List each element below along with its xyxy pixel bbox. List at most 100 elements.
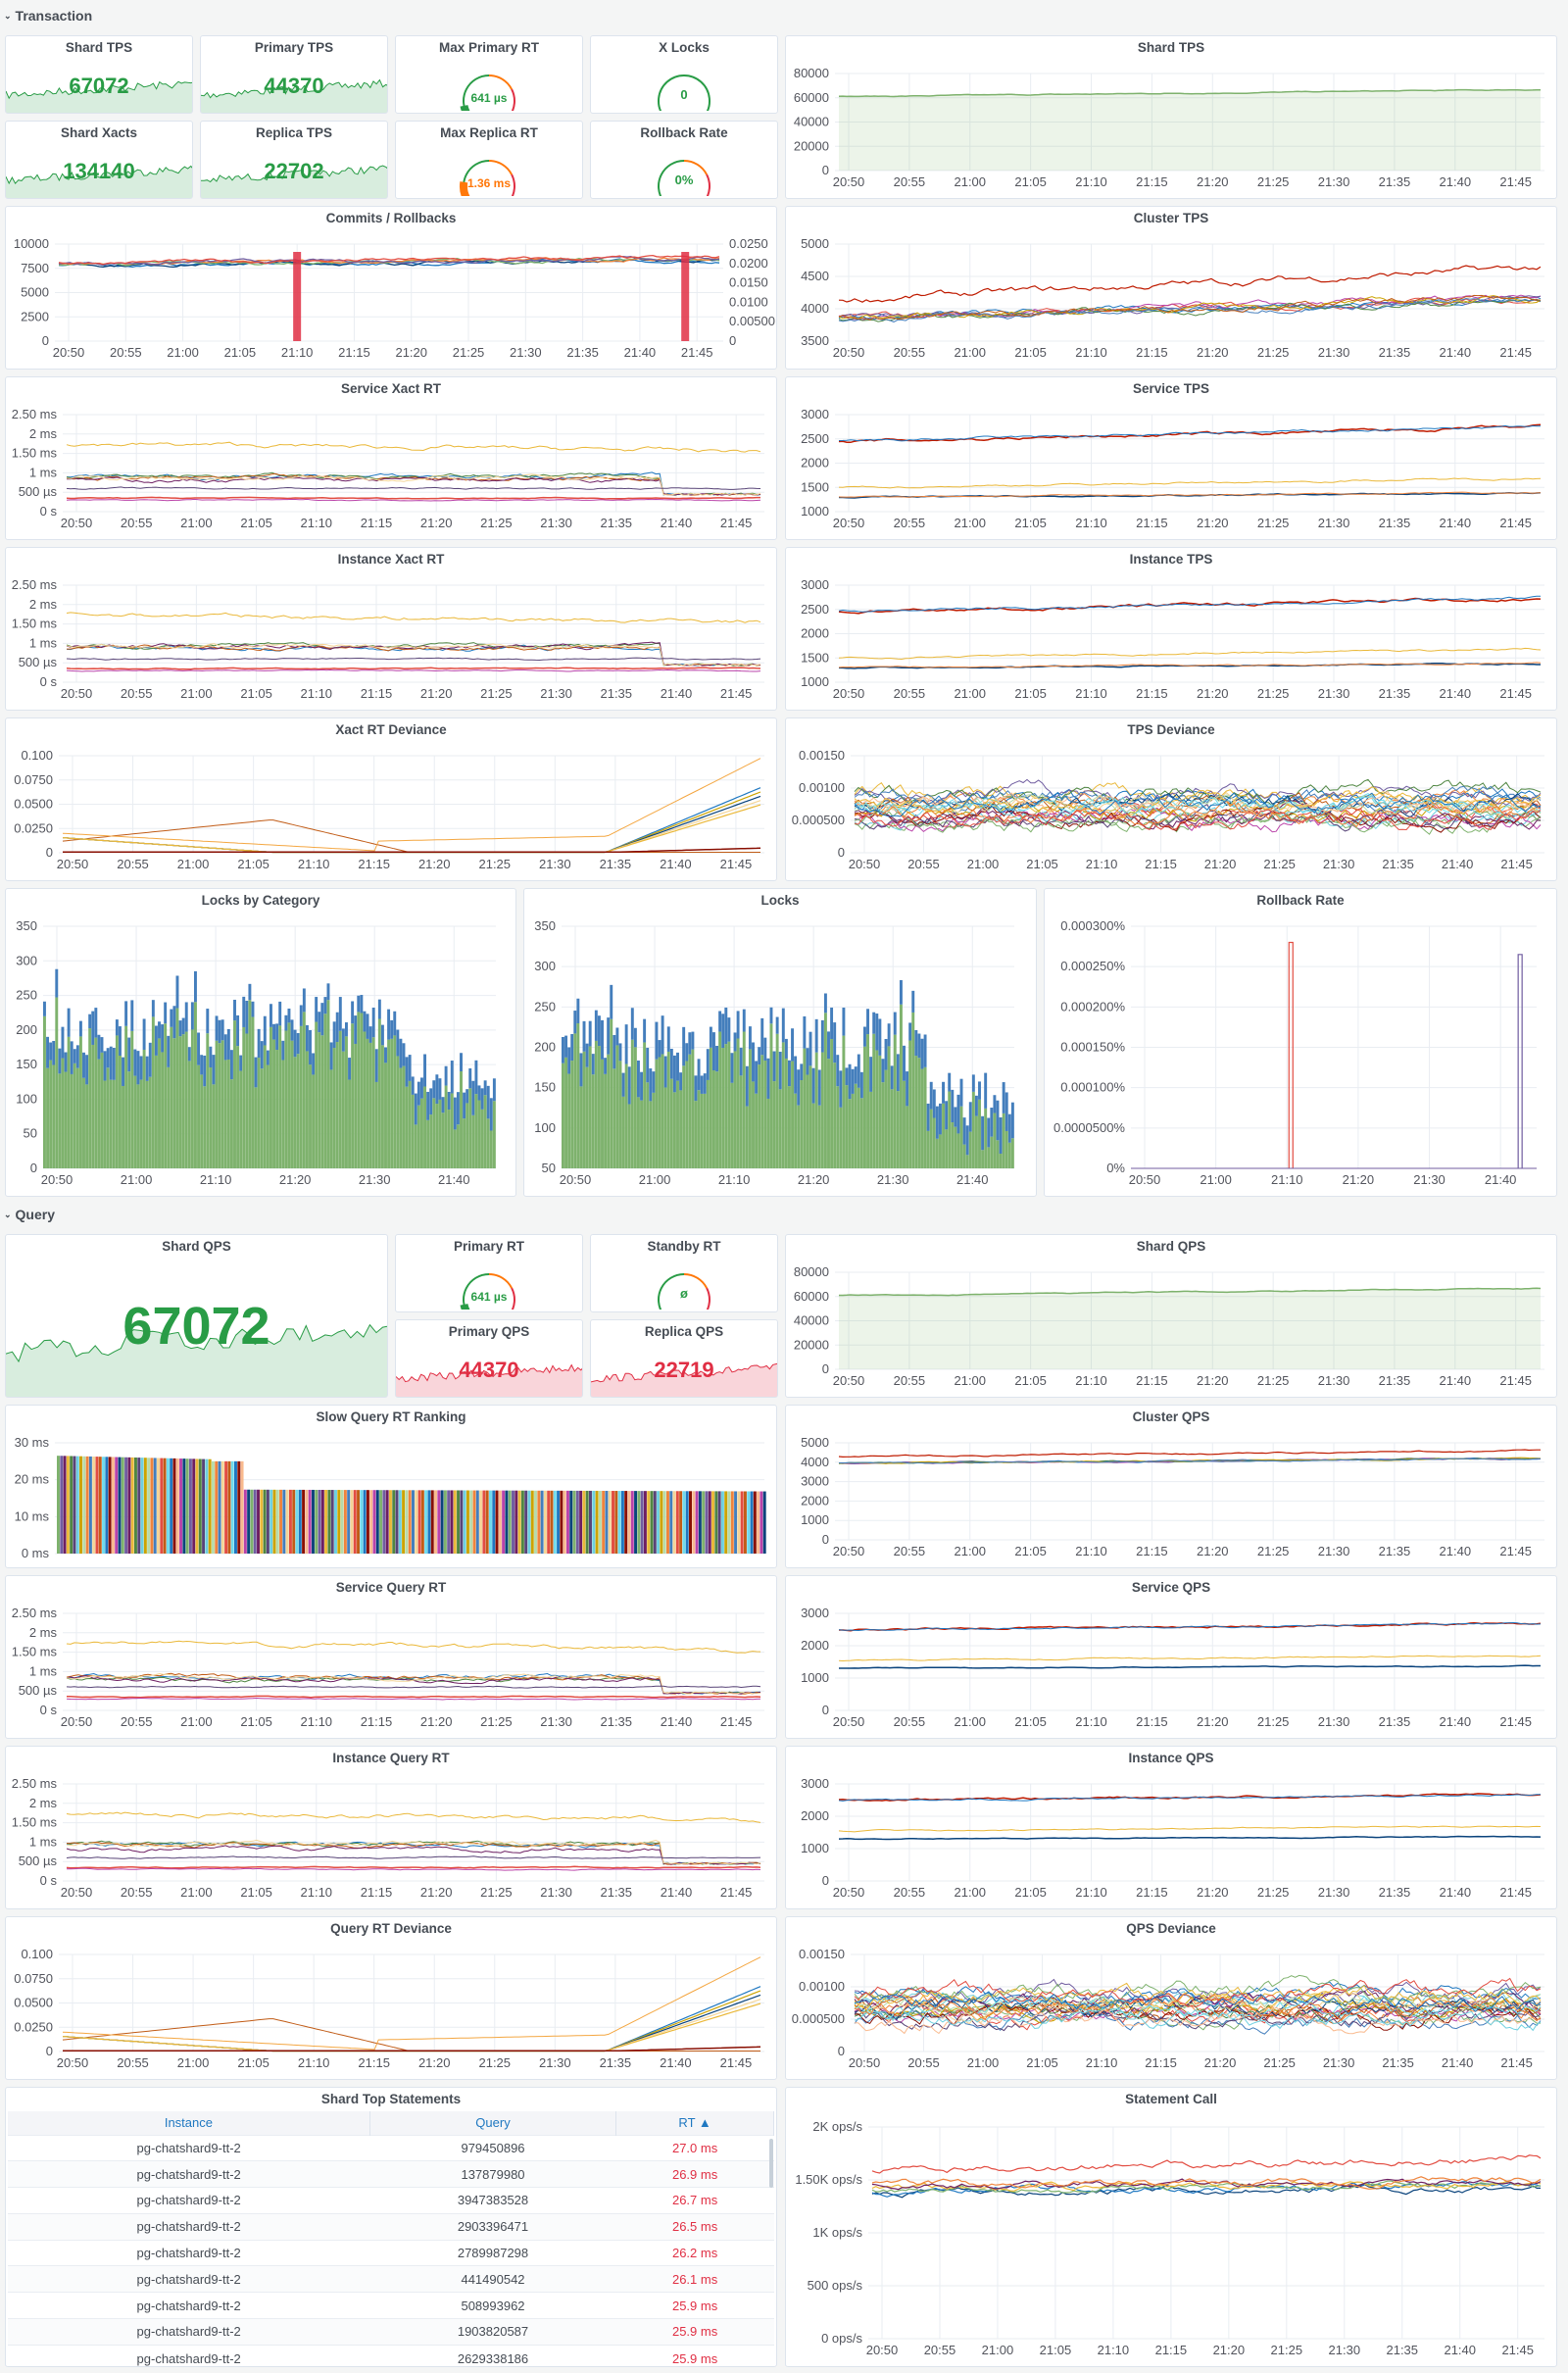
panel-statement-call[interactable]: Statement Call 0 ops/s 500 ops/s 1K ops/s 1… [785, 2087, 1557, 2367]
stat-max-primary-rt[interactable]: Max Primary RT 641 µs [395, 35, 583, 114]
panel-cluster-qps[interactable]: Cluster QPS 0 1000 2000 3000 4000 5000 20:50 20… [785, 1405, 1557, 1568]
bar-segment-blue [52, 1041, 56, 1065]
bar-segment-green [151, 1016, 155, 1168]
panel-cluster-tps[interactable]: Cluster TPS 3500 4000 4500 5000 20:50 20:55 21… [785, 206, 1557, 370]
x-tick-label: 21:10 [200, 1172, 232, 1187]
bar-segment-blue [621, 1072, 625, 1097]
table-row[interactable]: pg-chatshard9-tt-2 441490542 26.1 ms [8, 2265, 774, 2293]
panel-instance-tps[interactable]: Instance TPS 1000 1500 2000 2500 3000 20:50 20… [785, 547, 1557, 711]
stat-rollback-rate[interactable]: Rollback Rate 0% [590, 121, 778, 199]
bar-segment-blue [170, 1009, 173, 1027]
bar-segment-green [178, 1036, 182, 1168]
table-row[interactable]: pg-chatshard9-tt-2 1903820587 25.9 ms [8, 2318, 774, 2346]
table-row[interactable]: pg-chatshard9-tt-2 3947383528 26.7 ms [8, 2187, 774, 2214]
row-header-query[interactable]: ⌄ Query [4, 1207, 55, 1222]
panel-shard-top-statements[interactable]: Shard Top Statements Instance Query RT ▲… [5, 2087, 777, 2367]
x-tick-label: 21:45 [1499, 345, 1532, 360]
stat-replica-qps[interactable]: Replica QPS 22719 [590, 1319, 778, 1398]
bar-segment-green [932, 1117, 936, 1168]
panel-instance-query-rt[interactable]: Instance Query RT 0 s 500 µs 1 ms 1.50 ms 2 … [5, 1746, 777, 1909]
panel-commits-rollbacks[interactable]: Commits / Rollbacks 0 2500 5000 7500 10000 0 0… [5, 206, 777, 370]
bar-segment-blue [655, 1021, 659, 1060]
bar-segment-blue [948, 1072, 952, 1092]
panel-rollback-rate[interactable]: Rollback Rate 0% 0.0000500% 0.000100% 0.000… [1044, 888, 1557, 1197]
table-row[interactable]: pg-chatshard9-tt-2 2903396471 26.5 ms [8, 2212, 774, 2241]
x-tick-label: 21:30 [540, 1885, 572, 1900]
ranking-bar [253, 1489, 257, 1554]
panel-service-qps[interactable]: Service QPS 0 1000 2000 3000 20:50 20:55 21:00… [785, 1575, 1557, 1739]
panel-instance-qps[interactable]: Instance QPS 0 1000 2000 3000 20:50 20:55 21:0… [785, 1746, 1557, 1909]
bar-segment-green [329, 1069, 333, 1168]
panel-qps-deviance[interactable]: QPS Deviance 0 0.000500 0.00100 0.00150 20:5… [785, 1916, 1557, 2080]
x-tick-label: 21:25 [1257, 174, 1290, 189]
ranking-bar [79, 1456, 82, 1554]
table-row[interactable]: pg-chatshard9-tt-2 508993962 25.9 ms [8, 2292, 774, 2319]
x-tick-label: 21:40 [661, 1714, 693, 1729]
chart-xact-rt-deviance: 0 0.0250 0.0500 0.0750 0.100 20:50 20:55 21:00 2… [14, 748, 764, 871]
bar-segment-green [712, 1070, 715, 1168]
panel-tps-deviance[interactable]: TPS Deviance 0 0.000500 0.00100 0.00150 20:5… [785, 717, 1557, 881]
column-header-query[interactable]: Query [369, 2111, 617, 2135]
stat-replica-tps[interactable]: Replica TPS 22702 [200, 121, 388, 199]
column-header-instance[interactable]: Instance [8, 2111, 370, 2135]
bar-segment-green [1007, 1142, 1011, 1168]
x-tick-label: 21:25 [1257, 1373, 1290, 1388]
stat-primary-rt[interactable]: Primary RT 641 µs [395, 1234, 583, 1312]
panel-query-rt-deviance[interactable]: Query RT Deviance 0 0.0250 0.0500 0.0750 0.1… [5, 1916, 777, 2080]
bar-segment-green [926, 1130, 930, 1168]
stat-shard-qps[interactable]: Shard QPS 67072 [5, 1234, 388, 1398]
bar-segment-green [948, 1091, 952, 1168]
stat-standby-rt[interactable]: Standby RT ø [590, 1234, 778, 1312]
table-row[interactable]: pg-chatshard9-tt-2 137879980 26.9 ms [8, 2160, 774, 2188]
ranking-bar [95, 1457, 99, 1554]
column-header-rt[interactable]: RT ▲ [615, 2111, 774, 2135]
panel-slow-query-rt-ranking[interactable]: Slow Query RT Ranking 0 ms 10 ms 20 ms 30 m… [5, 1405, 777, 1568]
y-tick-label: 2 ms [29, 1796, 58, 1810]
ranking-bar [379, 1490, 383, 1554]
stat-shard-tps[interactable]: Shard TPS 67072 [5, 35, 193, 114]
stat-x-locks[interactable]: X Locks 0 [590, 35, 778, 114]
x-tick-label: 20:50 [61, 1885, 93, 1900]
table-header-row: Instance Query RT ▲ [8, 2111, 774, 2135]
panel-locks-by-category[interactable]: Locks by Category 0 50 100 150 200 250 300 350 2… [5, 888, 516, 1197]
panel-service-xact-rt[interactable]: Service Xact RT 0 s 500 µs 1 ms 1.50 ms 2 ms… [5, 376, 777, 540]
x-tick-label: 21:30 [1323, 857, 1355, 871]
bar-segment-blue [438, 1078, 442, 1100]
stat-primary-tps[interactable]: Primary TPS 44370 [200, 35, 388, 114]
panel-instance-xact-rt[interactable]: Instance Xact RT 0 s 500 µs 1 ms 1.50 ms 2 m… [5, 547, 777, 711]
stat-primary-qps[interactable]: Primary QPS 44370 [395, 1319, 583, 1398]
table-row[interactable]: pg-chatshard9-tt-2 2789987298 26.2 ms [8, 2239, 774, 2266]
x-tick-label: 21:30 [1318, 1885, 1350, 1900]
x-tick-label: 21:30 [1323, 2055, 1355, 2070]
x-tick-label: 20:50 [57, 2055, 89, 2070]
panel-xact-rt-deviance[interactable]: Xact RT Deviance 0 0.0250 0.0500 0.0750 0.10… [5, 717, 777, 881]
x-tick-label: 21:05 [1026, 2055, 1058, 2070]
instance-cell: pg-chatshard9-tt-2 [8, 2292, 370, 2319]
stat-max-replica-rt[interactable]: Max Replica RT 1.36 ms [395, 121, 583, 199]
bar-segment-green [694, 1101, 698, 1168]
table-scrollbar[interactable] [769, 2139, 773, 2188]
x-tick-label: 20:50 [866, 2343, 899, 2357]
y-tick-label: 1000 [801, 674, 829, 689]
panel-service-query-rt[interactable]: Service Query RT 0 s 500 µs 1 ms 1.50 ms 2 m… [5, 1575, 777, 1739]
gauge-fill [460, 181, 470, 196]
bar-segment-blue [335, 1012, 339, 1043]
bar-segment-green [920, 1068, 924, 1168]
stat-value: 1.36 ms [466, 176, 512, 190]
stat-shard-xacts[interactable]: Shard Xacts 134140 [5, 121, 193, 199]
y-tick-label: 4000 [801, 1455, 829, 1469]
bar-segment-blue [797, 1069, 801, 1106]
panel-locks[interactable]: Locks 50 100 150 200 250 300 350 20:50 21:00 21:1… [523, 888, 1037, 1197]
x-tick-label: 21:00 [177, 857, 210, 871]
y-tick-label: 0 [838, 845, 845, 860]
table-row[interactable]: pg-chatshard9-tt-2 979450896 27.0 ms [8, 2134, 774, 2161]
bar-segment-blue [85, 1055, 89, 1085]
panel-shard-tps[interactable]: Shard TPS 0 20000 40000 60000 80000 20:50 20:5… [785, 35, 1557, 199]
panel-service-tps[interactable]: Service TPS 1000 1500 2000 2500 3000 20:50 20:… [785, 376, 1557, 540]
bar-segment-green [371, 1037, 375, 1168]
panel-shard-qps[interactable]: Shard QPS 0 20000 40000 60000 80000 20:50 20:5… [785, 1234, 1557, 1398]
bar-segment-green [242, 1026, 246, 1168]
row-header-transaction[interactable]: ⌄ Transaction [4, 8, 92, 24]
bar-segment-blue [784, 1038, 788, 1059]
table-row[interactable]: pg-chatshard9-tt-2 2629338186 25.9 ms [8, 2344, 774, 2366]
